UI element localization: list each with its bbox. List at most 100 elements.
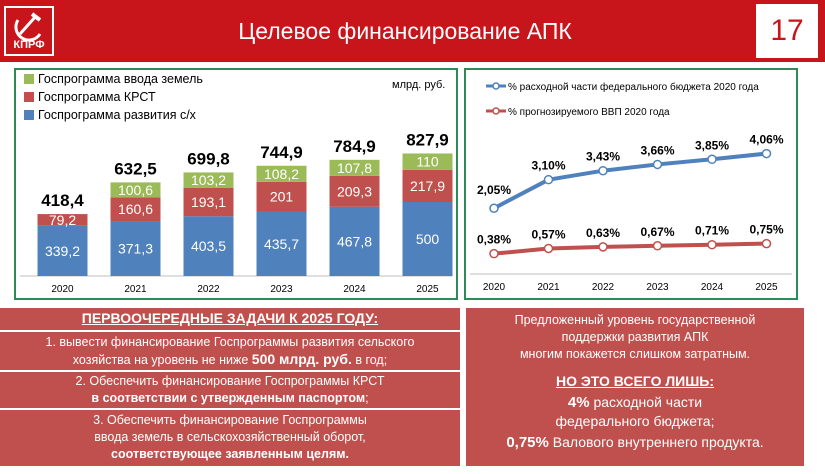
total-label-2021: 632,5 — [114, 159, 157, 178]
x-tick-2021: 2021 — [124, 284, 147, 295]
point-0-2020 — [489, 203, 499, 213]
bar-label-2-2022: 103,2 — [191, 172, 226, 188]
bar-label-0-2020: 339,2 — [45, 243, 80, 259]
x-tick-2021: 2021 — [537, 282, 560, 293]
note-line3: многим покажется слишком затратным. — [519, 347, 751, 361]
total-label-2022: 699,8 — [187, 149, 230, 168]
x-tick-2025: 2025 — [416, 284, 439, 295]
note-box: Предложенный уровень государственной под… — [466, 308, 804, 466]
task-1: 1. вывести финансирование Госпрограммы р… — [0, 332, 460, 370]
point-1-2024 — [707, 239, 717, 250]
bar-label-2-2025: 110 — [416, 154, 439, 170]
task-3-line2: ввода земель в сельскохозяйственный обор… — [94, 430, 366, 444]
bar-2-2021 — [110, 182, 161, 198]
note-line1: Предложенный уровень государственной — [514, 313, 756, 327]
point-1-2022 — [598, 242, 608, 252]
line-chart-panel: % расходной части федерального бюджета 2… — [464, 68, 798, 300]
point-label-0-2022: 3,43% — [586, 150, 620, 164]
header-bar: КПРФ Целевое финансирование АПК 17 — [0, 0, 825, 62]
point-label-0-2021: 3,10% — [531, 159, 565, 173]
bar-0-2024 — [329, 206, 380, 276]
bar-1-2022 — [183, 187, 234, 217]
task-2: 2. Обеспечить финансирование Госпрограмм… — [0, 372, 460, 408]
total-label-2025: 827,9 — [406, 130, 449, 149]
point-label-0-2025: 4,06% — [749, 133, 783, 147]
x-tick-2023: 2023 — [646, 282, 669, 293]
point-label-1-2021: 0,57% — [531, 227, 565, 241]
point-1-2020 — [489, 248, 499, 259]
bar-2-2024 — [329, 159, 380, 176]
point-1-2025 — [761, 238, 772, 249]
bar-label-0-2023: 435,7 — [264, 236, 299, 252]
kprf-logo: КПРФ — [4, 6, 54, 56]
bar-0-2025 — [402, 202, 453, 276]
bar-1-2025 — [402, 169, 453, 202]
task-3-line3: соответствующее заявленным целям. — [111, 447, 349, 461]
bar-0-2020 — [37, 225, 88, 276]
note-point-2: федерального бюджета; — [555, 413, 715, 429]
total-label-2023: 744,9 — [260, 143, 303, 162]
bar-label-0-2025: 500 — [416, 231, 440, 247]
task-1-line2: хозяйства на уровень не ниже 500 млрд. р… — [72, 351, 388, 367]
bar-label-2-2021: 100,6 — [118, 182, 153, 198]
bar-1-2023 — [256, 181, 307, 212]
point-0-2025 — [761, 148, 772, 159]
note-heading: НО ЭТО ВСЕГО ЛИШЬ: — [555, 373, 715, 389]
total-label-2024: 784,9 — [333, 137, 376, 156]
bar-2-2022 — [183, 172, 234, 188]
point-label-0-2024: 3,85% — [695, 138, 729, 152]
bar-label-0-2024: 467,8 — [337, 233, 372, 249]
note-point-1: 4% расходной части — [567, 394, 703, 411]
x-tick-2022: 2022 — [592, 282, 615, 293]
line-chart: % расходной части федерального бюджета 2… — [470, 81, 792, 293]
note-line2: поддержки развития АПК — [561, 330, 709, 344]
note-point-3: 0,75% Валового внутреннего продукта. — [506, 434, 764, 451]
page-title: Целевое финансирование АПК — [238, 18, 572, 44]
bar-0-2023 — [256, 211, 307, 276]
legend-text-1: % прогнозируемого ВВП 2020 года — [508, 107, 670, 118]
x-tick-2023: 2023 — [270, 284, 293, 295]
bar-label-1-2024: 209,3 — [337, 183, 372, 199]
point-label-0-2023: 3,66% — [640, 143, 674, 157]
task-1-line1: 1. вывести финансирование Госпрограммы р… — [45, 335, 415, 349]
bar-label-1-2025: 217,9 — [410, 178, 445, 194]
bar-label-2-2024: 107,8 — [337, 160, 372, 176]
point-0-2024 — [707, 154, 717, 165]
legend-swatch-1 — [24, 92, 34, 102]
tasks-heading-box: ПЕРВООЧЕРЕДНЫЕ ЗАДАЧИ К 2025 ГОДУ: — [0, 308, 460, 330]
legend-text-0: % расходной части федерального бюджета 2… — [508, 81, 759, 93]
point-label-1-2020: 0,38% — [477, 233, 511, 247]
legend-marker-0 — [492, 82, 500, 90]
bar-2-2023 — [256, 165, 307, 182]
logo-label: КПРФ — [13, 39, 45, 51]
point-label-1-2023: 0,67% — [640, 225, 674, 239]
x-tick-2025: 2025 — [755, 282, 778, 293]
bar-chart: Госпрограмма ввода земель Госпрограмма КР… — [20, 72, 453, 295]
bar-0-2021 — [110, 221, 161, 276]
bar-label-1-2023: 201 — [270, 189, 294, 205]
total-label-2020: 418,4 — [41, 191, 84, 210]
bar-label-1-2021: 160,6 — [118, 201, 153, 217]
point-0-2023 — [652, 159, 663, 170]
bar-2-2025 — [402, 153, 453, 170]
bar-label-0-2021: 371,3 — [118, 241, 153, 257]
task-3: 3. Обеспечить финансирование Госпрограмм… — [0, 410, 460, 466]
legend-swatch-0 — [24, 110, 34, 120]
bar-label-1-2020: 79,2 — [49, 212, 76, 228]
task-2-line2: в соответствии с утвержденным паспортом; — [91, 391, 369, 405]
x-tick-2020: 2020 — [51, 284, 74, 295]
x-tick-2022: 2022 — [197, 284, 220, 295]
tasks-heading: ПЕРВООЧЕРЕДНЫЕ ЗАДАЧИ К 2025 ГОДУ: — [81, 310, 379, 326]
bar-label-1-2022: 193,1 — [191, 194, 226, 210]
legend-label-0: Госпрограмма развития с/х — [38, 108, 197, 122]
legend-swatch-2 — [24, 74, 34, 84]
legend-label-1: Госпрограмма КРСТ — [38, 90, 156, 104]
point-1-2023 — [652, 241, 663, 251]
legend-label-2: Госпрограмма ввода земель — [38, 72, 203, 86]
bar-label-2-2023: 108,2 — [264, 166, 299, 182]
bar-label-0-2022: 403,5 — [191, 238, 226, 254]
x-tick-2024: 2024 — [343, 284, 366, 295]
bar-1-2024 — [329, 175, 380, 207]
point-1-2021 — [543, 243, 554, 254]
point-label-1-2022: 0,63% — [586, 226, 620, 240]
